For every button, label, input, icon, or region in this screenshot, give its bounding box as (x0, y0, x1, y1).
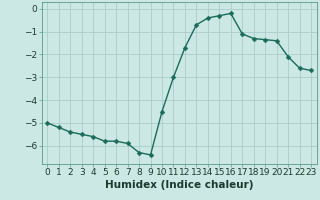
X-axis label: Humidex (Indice chaleur): Humidex (Indice chaleur) (105, 180, 253, 190)
